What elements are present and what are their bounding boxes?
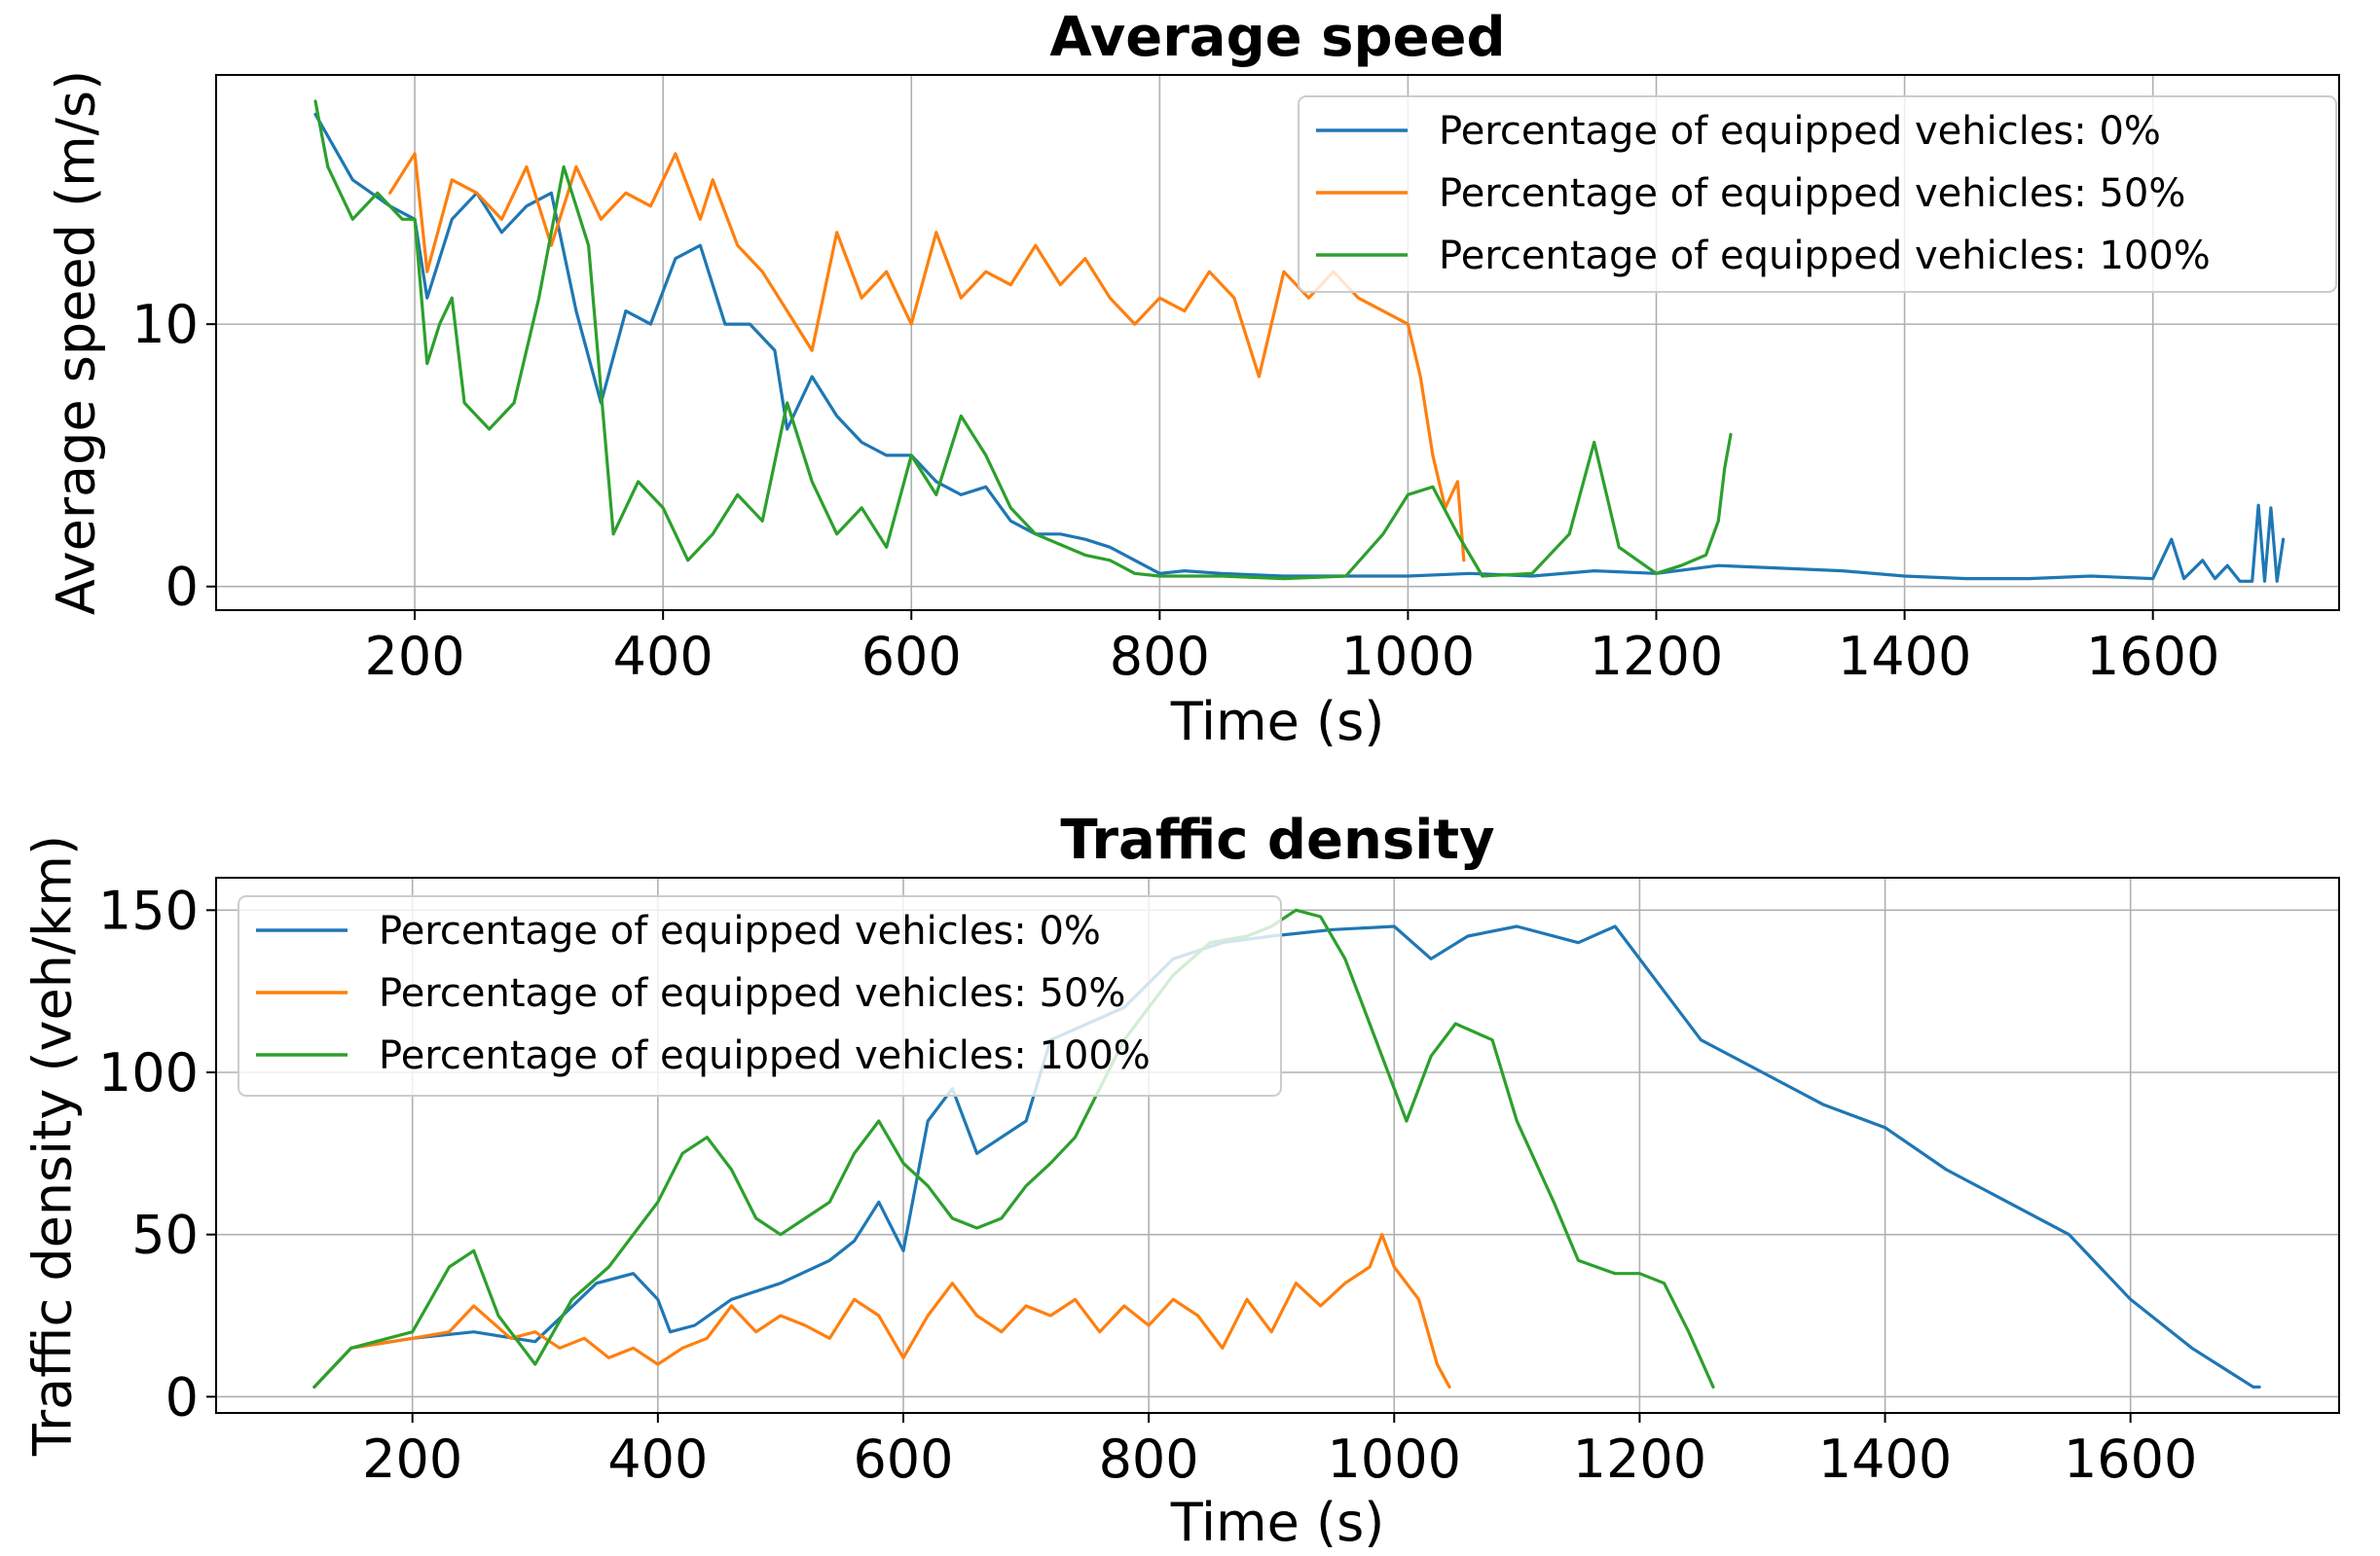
traffic-density-legend-label-50: Percentage of equipped vehicles: 50% <box>379 971 1125 1016</box>
traffic-density-x-tick-label-1400: 1400 <box>1818 1429 1952 1490</box>
traffic-density-y-axis-label: Traffic density (veh/km) <box>22 835 84 1457</box>
average-speed-legend-label-50: Percentage of equipped vehicles: 50% <box>1439 171 2185 216</box>
average-speed-legend: Percentage of equipped vehicles: 0% Perc… <box>1298 95 2337 293</box>
traffic-density-x-tick-label-600: 600 <box>853 1429 953 1490</box>
traffic-density-legend-label-100: Percentage of equipped vehicles: 100% <box>379 1033 1151 1078</box>
traffic-density-y-tick-label-0: 0 <box>165 1366 199 1428</box>
average-speed-y-tick-label-0: 0 <box>165 557 199 618</box>
average-speed-y-tick-label-10: 10 <box>131 294 199 355</box>
average-speed-legend-label-100: Percentage of equipped vehicles: 100% <box>1439 234 2211 278</box>
traffic-density-y-tick-label-100: 100 <box>98 1042 199 1104</box>
average-speed-y-axis-label: Average speed (m/s) <box>46 70 107 615</box>
traffic-density-x-axis-label: Time (s) <box>1170 1492 1385 1553</box>
average-speed-y-ticks: 0 10 <box>131 294 216 618</box>
traffic-density-x-tick-label-800: 800 <box>1099 1429 1199 1490</box>
average-speed-x-ticks: 200 400 600 800 1000 1200 1400 1600 <box>365 610 2219 687</box>
traffic-density-series-50pct <box>312 1233 1451 1389</box>
average-speed-x-tick-label-400: 400 <box>613 626 714 687</box>
traffic-density-legend-box <box>238 895 1282 1097</box>
average-speed-x-tick-label-800: 800 <box>1110 626 1210 687</box>
average-speed-x-tick-label-1600: 1600 <box>2086 626 2219 687</box>
traffic-density-x-ticks: 200 400 600 800 1000 1200 1400 1600 <box>362 1413 2197 1490</box>
average-speed-x-tick-label-1400: 1400 <box>1838 626 1971 687</box>
traffic-density-x-tick-label-1000: 1000 <box>1328 1429 1461 1490</box>
traffic-density-y-tick-label-150: 150 <box>98 880 199 941</box>
traffic-density-chart: 200 400 600 800 1000 1200 1400 1600 0 50 100 150 T… <box>22 809 2340 1553</box>
traffic-density-y-ticks: 0 50 100 150 <box>98 880 216 1428</box>
average-speed-x-axis-label: Time (s) <box>1170 691 1385 752</box>
average-speed-chart: 200 400 600 800 1000 1200 1400 1600 0 10 Average… <box>46 6 2340 752</box>
average-speed-x-tick-label-600: 600 <box>861 626 962 687</box>
traffic-density-title: Traffic density <box>1060 809 1494 872</box>
traffic-density-x-tick-label-1600: 1600 <box>2064 1429 2197 1490</box>
average-speed-plot-frame <box>215 74 2340 611</box>
average-speed-x-tick-label-200: 200 <box>365 626 465 687</box>
traffic-density-plot-frame <box>215 877 2340 1414</box>
average-speed-legend-box <box>1298 95 2337 293</box>
average-speed-title: Average speed <box>1049 6 1505 69</box>
traffic-density-legend: Percentage of equipped vehicles: 0% Perc… <box>238 895 1282 1097</box>
average-speed-legend-label-0: Percentage of equipped vehicles: 0% <box>1439 109 2161 154</box>
traffic-density-y-tick-label-50: 50 <box>131 1205 199 1266</box>
traffic-density-x-tick-label-400: 400 <box>607 1429 708 1490</box>
traffic-density-series-100pct <box>312 908 1715 1389</box>
traffic-density-x-tick-label-200: 200 <box>362 1429 462 1490</box>
average-speed-x-tick-label-1000: 1000 <box>1341 626 1475 687</box>
average-speed-x-tick-label-1200: 1200 <box>1590 626 1723 687</box>
traffic-density-legend-label-0: Percentage of equipped vehicles: 0% <box>379 909 1101 954</box>
average-speed-series-0pct <box>313 112 2286 583</box>
traffic-density-x-tick-label-1200: 1200 <box>1573 1429 1706 1490</box>
average-speed-series-100pct <box>313 99 1733 581</box>
